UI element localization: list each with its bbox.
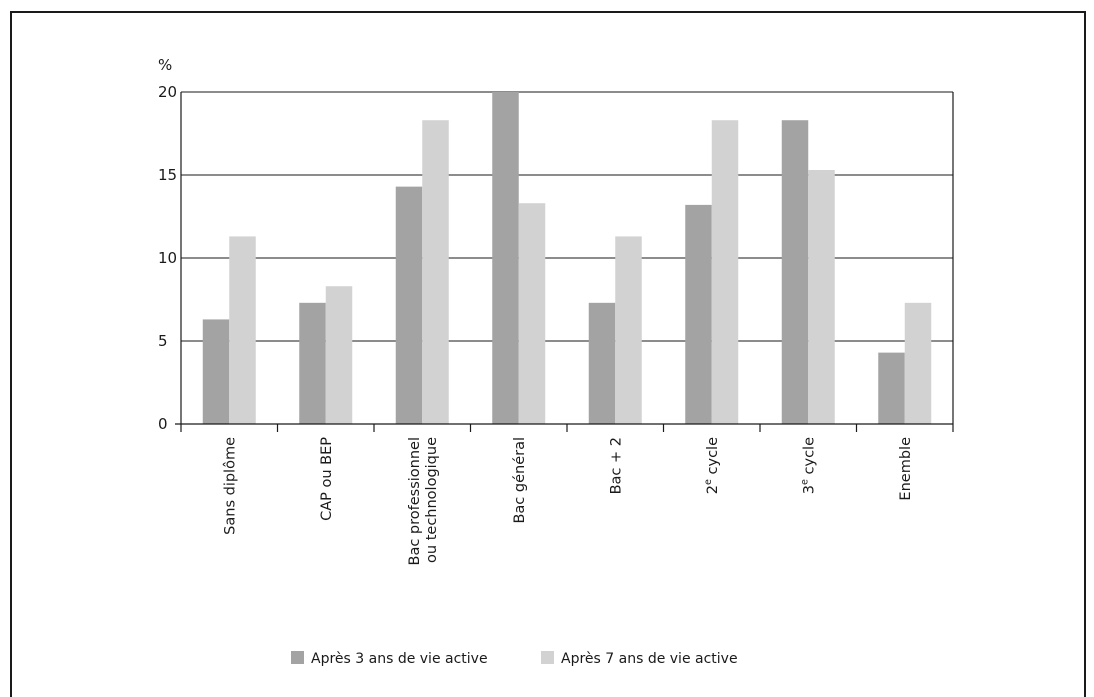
bars — [202, 92, 932, 424]
category-label: Sans diplôme — [222, 437, 238, 535]
bar-series-2 — [711, 120, 739, 424]
y-tick-labels: 0 5 10 15 20 — [158, 83, 177, 433]
gridlines — [181, 91, 953, 342]
category-label: 2e cycle — [703, 437, 721, 494]
legend-swatch-series-1 — [291, 651, 304, 664]
category-label: Bac + 2 — [608, 437, 624, 494]
category-label: Bac professionnel — [407, 437, 423, 566]
category-label: 3e cycle — [799, 437, 817, 494]
category-label: Enemble — [898, 437, 914, 501]
bar-series-1 — [395, 186, 423, 424]
legend-swatch-series-2 — [541, 651, 554, 664]
y-tick-label: 5 — [158, 332, 168, 350]
chart-frame — [10, 11, 1086, 697]
bar-series-1 — [202, 319, 230, 424]
legend-label-series-1: Après 3 ans de vie active — [311, 651, 488, 667]
bar-series-2 — [325, 286, 353, 424]
category-label: ou technologique — [424, 437, 440, 563]
bar-series-2 — [904, 302, 932, 424]
bar-series-2 — [422, 120, 449, 424]
bar-series-1 — [492, 92, 519, 424]
bar-series-1 — [299, 302, 326, 424]
bar-series-2 — [615, 236, 642, 424]
category-labels: Sans diplôme CAP ou BEP Bac professionnel o… — [222, 437, 914, 566]
y-tick-label: 0 — [158, 415, 168, 433]
bar-series-1 — [878, 352, 905, 424]
bar-series-1 — [685, 204, 712, 424]
y-tick-label: 10 — [158, 249, 177, 267]
y-tick-label: 15 — [158, 166, 177, 184]
bar-series-2 — [808, 170, 835, 424]
bar-series-2 — [229, 236, 256, 424]
axes — [175, 92, 954, 432]
y-tick-label: 20 — [158, 83, 177, 101]
category-label: CAP ou BEP — [319, 437, 335, 521]
legend: Après 3 ans de vie active Après 7 ans de… — [291, 651, 738, 667]
bar-series-1 — [588, 302, 616, 424]
category-label: Bac général — [512, 437, 528, 524]
bar-series-2 — [518, 203, 546, 424]
y-axis-label: % — [158, 56, 172, 74]
legend-label-series-2: Après 7 ans de vie active — [561, 651, 738, 667]
bar-series-1 — [781, 120, 809, 424]
